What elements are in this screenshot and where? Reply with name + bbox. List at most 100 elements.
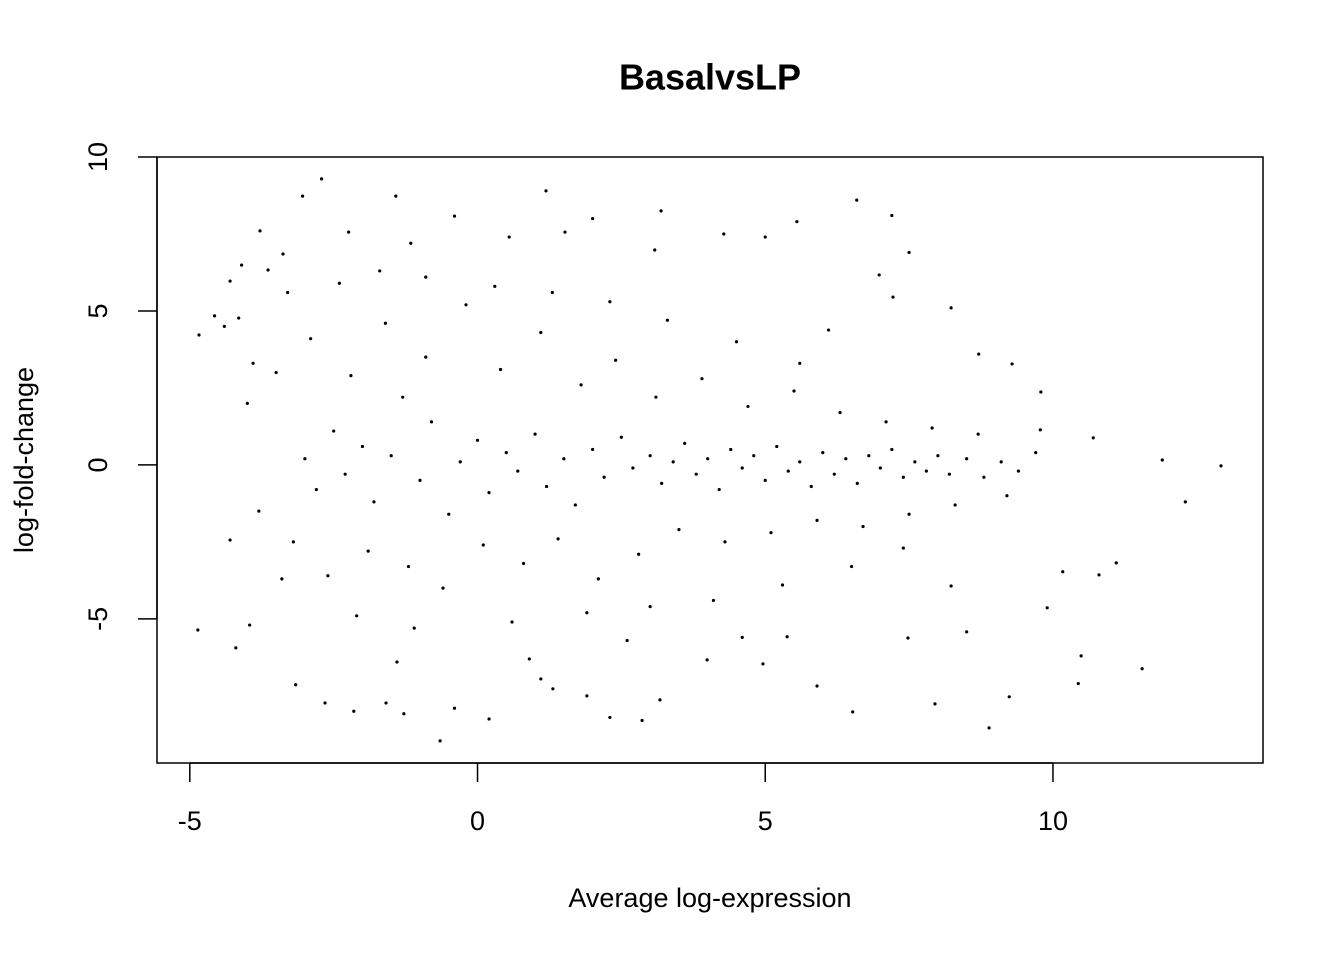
point: [424, 275, 428, 279]
point: [1079, 654, 1083, 658]
point: [706, 457, 710, 461]
point: [591, 216, 595, 221]
point: [933, 702, 937, 706]
point: [562, 457, 566, 461]
point: [1034, 451, 1038, 455]
point: [901, 475, 905, 479]
point: [878, 466, 882, 470]
point: [999, 460, 1003, 464]
point: [544, 189, 548, 193]
point: [976, 432, 980, 436]
y-tick-label: -5: [83, 607, 113, 631]
point: [212, 314, 217, 318]
point: [352, 709, 356, 713]
point: [1160, 458, 1164, 462]
point: [659, 209, 663, 213]
point: [851, 710, 855, 714]
point: [332, 429, 336, 433]
point: [409, 241, 413, 245]
point: [1045, 606, 1049, 610]
point: [867, 454, 871, 458]
point: [418, 478, 422, 482]
point: [660, 481, 664, 486]
point: [521, 561, 526, 566]
point: [890, 213, 894, 218]
point: [930, 426, 934, 430]
point: [780, 583, 785, 587]
point: [544, 484, 549, 489]
point: [234, 646, 238, 650]
x-tick-label: 10: [1038, 806, 1068, 836]
y-tick-label: 0: [83, 457, 113, 472]
point: [237, 316, 241, 320]
point: [608, 300, 612, 304]
point: [723, 540, 727, 544]
point: [507, 235, 511, 239]
point: [637, 552, 641, 556]
point: [855, 481, 859, 486]
point: [1010, 362, 1014, 366]
point: [648, 604, 652, 609]
point: [890, 447, 894, 452]
point: [395, 660, 399, 664]
point: [309, 337, 313, 341]
point: [1007, 695, 1011, 699]
y-tick-label: 10: [83, 142, 113, 172]
point: [366, 549, 370, 553]
point: [551, 687, 555, 691]
point: [815, 684, 819, 688]
point: [763, 235, 767, 239]
point: [640, 718, 644, 723]
point: [326, 574, 330, 578]
point: [700, 377, 704, 381]
point: [1091, 436, 1095, 440]
point: [653, 248, 657, 252]
point: [752, 454, 756, 458]
point: [406, 564, 411, 569]
point: [826, 328, 831, 332]
point: [631, 466, 635, 470]
point: [556, 537, 560, 541]
point: [441, 586, 445, 590]
point: [648, 454, 652, 458]
point: [1097, 573, 1101, 577]
point: [355, 614, 359, 618]
point: [949, 306, 953, 310]
point: [349, 374, 353, 378]
point: [855, 198, 859, 202]
point: [769, 531, 773, 535]
point: [798, 460, 802, 464]
point: [378, 269, 382, 273]
point: [303, 457, 307, 461]
point: [1016, 469, 1021, 473]
point: [861, 524, 865, 529]
point: [1039, 390, 1043, 394]
x-tick-label: -5: [178, 806, 202, 836]
point: [965, 457, 969, 461]
point: [372, 500, 376, 504]
point: [300, 194, 305, 198]
point: [729, 447, 733, 452]
point: [734, 340, 739, 344]
point: [665, 318, 670, 322]
point: [539, 677, 543, 681]
point: [625, 638, 629, 643]
point: [596, 577, 600, 581]
point: [563, 230, 567, 234]
point: [614, 358, 618, 362]
point: [585, 694, 589, 698]
point: [821, 451, 825, 455]
point: [722, 232, 726, 236]
point: [464, 303, 468, 307]
point: [832, 472, 836, 476]
point: [510, 620, 514, 624]
point: [608, 715, 612, 720]
point: [389, 454, 393, 458]
point: [281, 252, 285, 256]
point: [1005, 494, 1009, 498]
point: [913, 460, 917, 464]
point: [294, 683, 298, 687]
point: [1140, 667, 1144, 671]
point: [498, 367, 503, 372]
point: [798, 361, 802, 365]
